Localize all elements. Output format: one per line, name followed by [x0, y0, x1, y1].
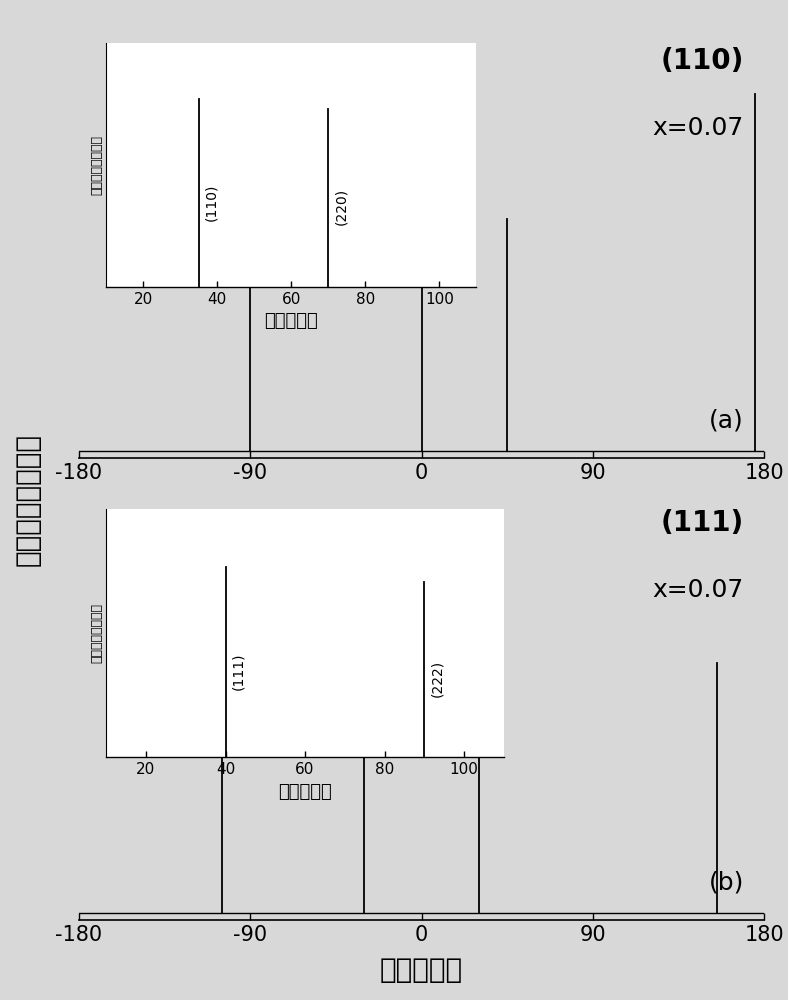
Text: (110): (110) — [660, 47, 744, 75]
Text: x=0.07: x=0.07 — [652, 116, 744, 140]
Text: (a): (a) — [709, 408, 744, 432]
Text: 强度（任意单位）: 强度（任意单位） — [13, 434, 42, 566]
Text: (111): (111) — [660, 509, 744, 537]
Text: (b): (b) — [708, 870, 744, 894]
X-axis label: 角度（度）: 角度（度） — [380, 956, 463, 984]
Text: x=0.07: x=0.07 — [652, 578, 744, 602]
